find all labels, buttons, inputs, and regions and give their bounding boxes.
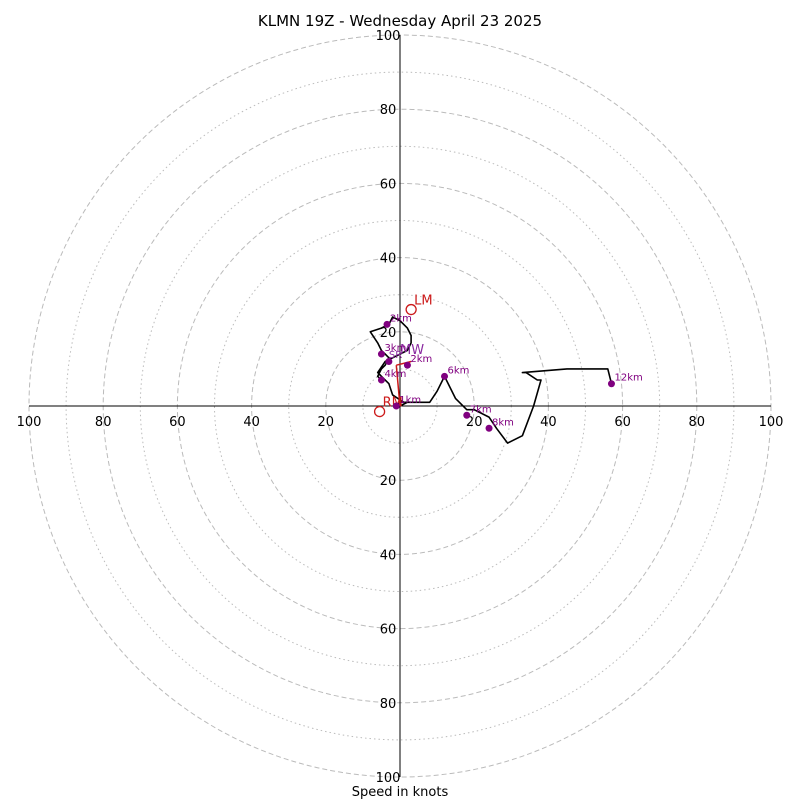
x-tick-label: 80 xyxy=(689,415,706,430)
height-marker-dot xyxy=(485,424,493,432)
y-tick-label: 20 xyxy=(380,474,397,489)
height-marker-dot xyxy=(607,380,615,388)
height-marker-label: 6km xyxy=(448,365,470,376)
y-tick-label: 60 xyxy=(380,177,397,192)
height-marker-label: 2km xyxy=(390,313,412,324)
y-tick-label: 40 xyxy=(380,548,397,563)
height-marker-dot xyxy=(377,350,385,358)
height-marker-label: 1km xyxy=(399,395,421,406)
y-tick-label: 100 xyxy=(376,29,401,44)
x-tick-label: 80 xyxy=(95,415,112,430)
y-tick-label: 100 xyxy=(376,771,401,786)
height-marker-label: 8km xyxy=(492,417,514,428)
motion-marker xyxy=(405,303,417,316)
hodograph-line xyxy=(369,316,613,444)
x-tick-label: 40 xyxy=(540,415,557,430)
y-tick-label: 40 xyxy=(380,252,397,267)
mean-wind-label: MW xyxy=(400,343,424,358)
x-tick-label: 20 xyxy=(318,415,335,430)
height-marker-dot xyxy=(377,376,385,384)
height-marker-label: 4km xyxy=(384,369,406,380)
x-tick-label: 100 xyxy=(759,415,784,430)
x-tick-label: 40 xyxy=(243,415,260,430)
height-marker-label: 2km xyxy=(410,354,432,365)
motion-marker xyxy=(373,405,386,418)
hodograph-trace xyxy=(369,316,613,444)
y-tick-label: 80 xyxy=(380,697,397,712)
y-tick-label: 60 xyxy=(380,623,397,638)
height-marker-dot xyxy=(463,411,471,419)
srh-label: SR xyxy=(389,350,402,361)
x-tick-label: 60 xyxy=(169,415,186,430)
height-marker-label: 3km xyxy=(384,343,406,354)
x-tick-label: 20 xyxy=(466,415,483,430)
height-marker-dot xyxy=(441,372,449,380)
x-tick-label: 100 xyxy=(17,415,42,430)
motion-label: LM xyxy=(414,294,432,309)
motion-vector xyxy=(395,365,401,407)
x-tick-label: 60 xyxy=(614,415,631,430)
height-marker-dot xyxy=(385,357,393,365)
y-tick-label: 80 xyxy=(380,103,397,118)
height-marker-label: 7km xyxy=(470,404,492,415)
x-axis-label: Speed in knots xyxy=(352,785,449,800)
height-marker-dot xyxy=(383,320,391,328)
chart-title: KLMN 19Z - Wednesday April 23 2025 xyxy=(258,12,542,30)
height-marker-dot xyxy=(403,361,411,369)
y-tick-label: 20 xyxy=(380,326,397,341)
tick-labels: 100 80 60 40 20 20 40 60 80 100 100 80 60 40 20 20 40 60 8… xyxy=(17,29,784,786)
height-marker-dot xyxy=(392,402,400,410)
height-marker-label: 12km xyxy=(614,373,642,384)
